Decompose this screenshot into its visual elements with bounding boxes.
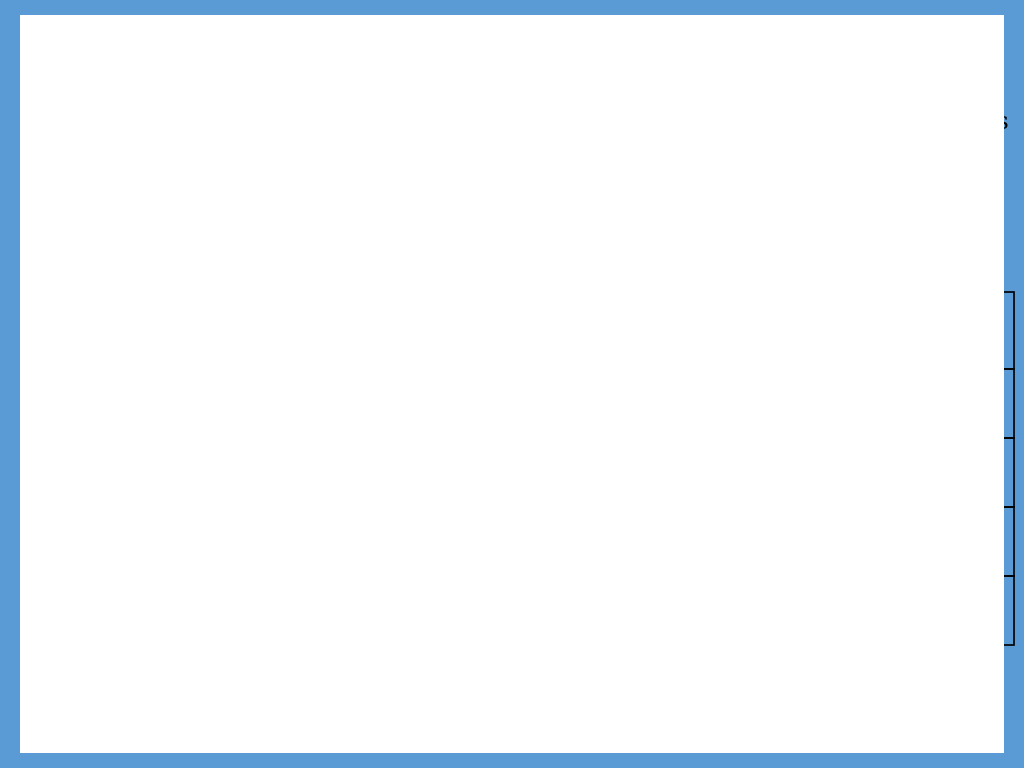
Bar: [215, 292, 307, 369]
Text: 7.0: 7.0: [886, 532, 916, 551]
Text: pH at equivalence: pH at equivalence: [811, 321, 991, 339]
Text: 2: 2: [255, 532, 267, 551]
Bar: [635, 292, 788, 369]
Bar: [307, 438, 635, 507]
Bar: [635, 438, 788, 507]
Text: The pH at the start, equivalence and twice equivalence for various: The pH at the start, equivalence and twi…: [202, 111, 1009, 134]
Text: weak base + strong acid: weak base + strong acid: [319, 463, 564, 482]
Text: combinations of acids as shown in the titration curves in figures 1 and 2.: combinations of acids as shown in the ti…: [72, 157, 946, 180]
Text: Figure: Figure: [228, 321, 294, 339]
Bar: [307, 369, 635, 438]
Bar: [635, 507, 788, 576]
Bar: [215, 438, 307, 507]
Text: weak acid + strong base: weak acid + strong base: [319, 601, 564, 620]
Text: pH at start: pH at start: [657, 321, 766, 339]
Bar: [307, 292, 635, 369]
Text: 1: 1: [255, 463, 267, 482]
Text: 1: 1: [255, 394, 267, 412]
Bar: [788, 438, 1014, 507]
Text: >7.0: >7.0: [878, 601, 925, 620]
Text: <7.0: <7.0: [878, 463, 925, 482]
Text: system: system: [436, 321, 506, 339]
Bar: [788, 292, 1014, 369]
Text: 1.0: 1.0: [696, 532, 727, 551]
Text: strong acid + strong base: strong acid + strong base: [319, 532, 575, 551]
Bar: [307, 507, 635, 576]
Text: strong base + strong acid: strong base + strong acid: [319, 394, 575, 412]
Bar: [788, 369, 1014, 438]
Text: 13.0: 13.0: [690, 394, 733, 412]
Text: Table 1: Table 1: [72, 111, 168, 135]
Bar: [788, 576, 1014, 645]
Text: 7.0: 7.0: [886, 394, 916, 412]
Bar: [307, 576, 635, 645]
Bar: [215, 507, 307, 576]
Bar: [215, 576, 307, 645]
Bar: [635, 576, 788, 645]
Text: 2: 2: [255, 601, 267, 620]
Bar: [215, 369, 307, 438]
Text: <13.0: <13.0: [682, 463, 741, 482]
Text: >1.0: >1.0: [688, 601, 735, 620]
Bar: [788, 507, 1014, 576]
Bar: [635, 369, 788, 438]
